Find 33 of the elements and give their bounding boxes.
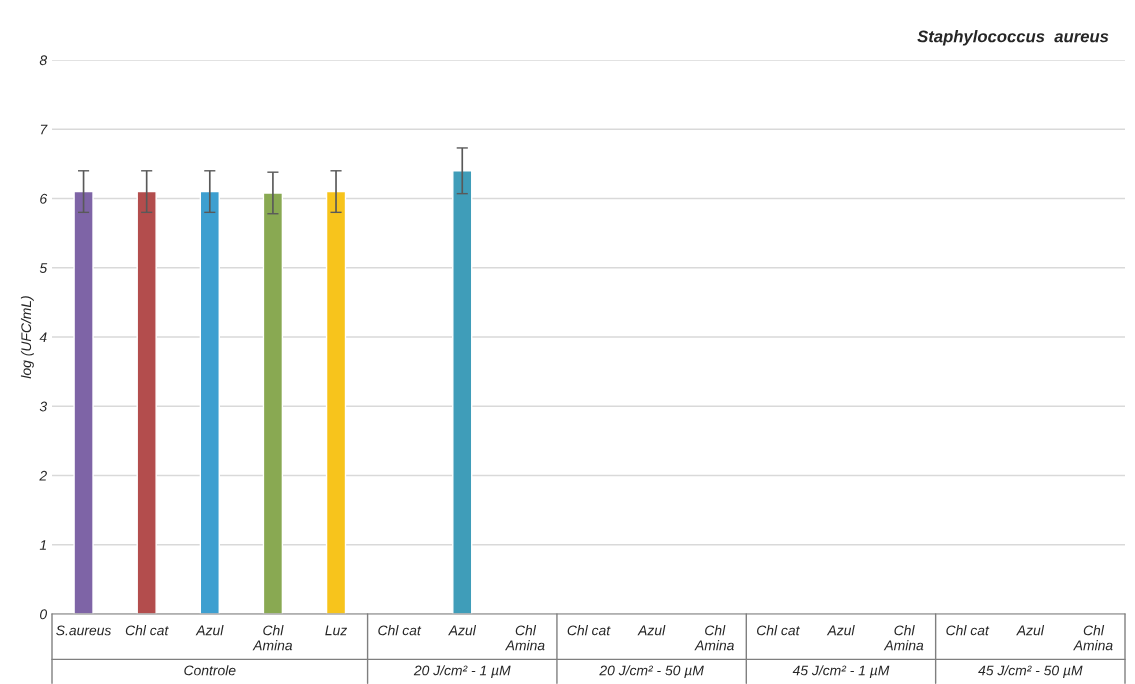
y-tick-label: 0 [40, 609, 48, 620]
x-tick-label: Chl Amina [694, 625, 734, 651]
text: 45 J/cm² - 50 µM [978, 665, 1083, 679]
y-tick-label: 8 [39, 55, 48, 66]
y-tick-label: 3 [39, 401, 48, 412]
x-tick-label: Azul [195, 625, 224, 636]
chart-title: Staphylococcus aureus [917, 30, 1109, 46]
text: 20 J/cm² - 1 µM [413, 665, 511, 679]
y-tick-label: 7 [40, 124, 48, 135]
y-tick-label: 1 [39, 540, 46, 550]
x-tick-label: Azul [448, 625, 477, 636]
x-tick-label: Chl Amina [252, 625, 293, 651]
x-tick-label: Chl cat [125, 625, 169, 636]
x-tick-label: Chl Amina [505, 625, 545, 651]
x-tick-label: Luz [325, 625, 348, 636]
x-tick-label: Chl Amina [1073, 625, 1113, 651]
x-tick-label: Chl cat [946, 625, 990, 636]
y-tick-label: 6 [40, 193, 48, 204]
y-tick-label: 2 [39, 470, 47, 481]
x-tick-label: Chl cat [567, 625, 611, 636]
x-tick-label: Azul [1016, 625, 1045, 636]
text: 20 J/cm² - 50 µM [599, 665, 704, 679]
text: Controle [184, 665, 236, 676]
y-axis-title: log (UFC/mL) [20, 296, 34, 379]
y-tick-label: 5 [39, 263, 48, 273]
text: 45 J/cm² - 1 µM [792, 665, 890, 679]
x-tick-label: Chl Amina [883, 625, 924, 651]
y-tick-label: 4 [39, 332, 47, 343]
x-tick-label: Azul [826, 625, 855, 636]
x-tick-label: S.aureus [56, 625, 112, 636]
x-tick-label: Azul [637, 625, 666, 636]
x-tick-label: Chl cat [378, 625, 422, 636]
x-tick-label: Chl cat [757, 625, 800, 636]
